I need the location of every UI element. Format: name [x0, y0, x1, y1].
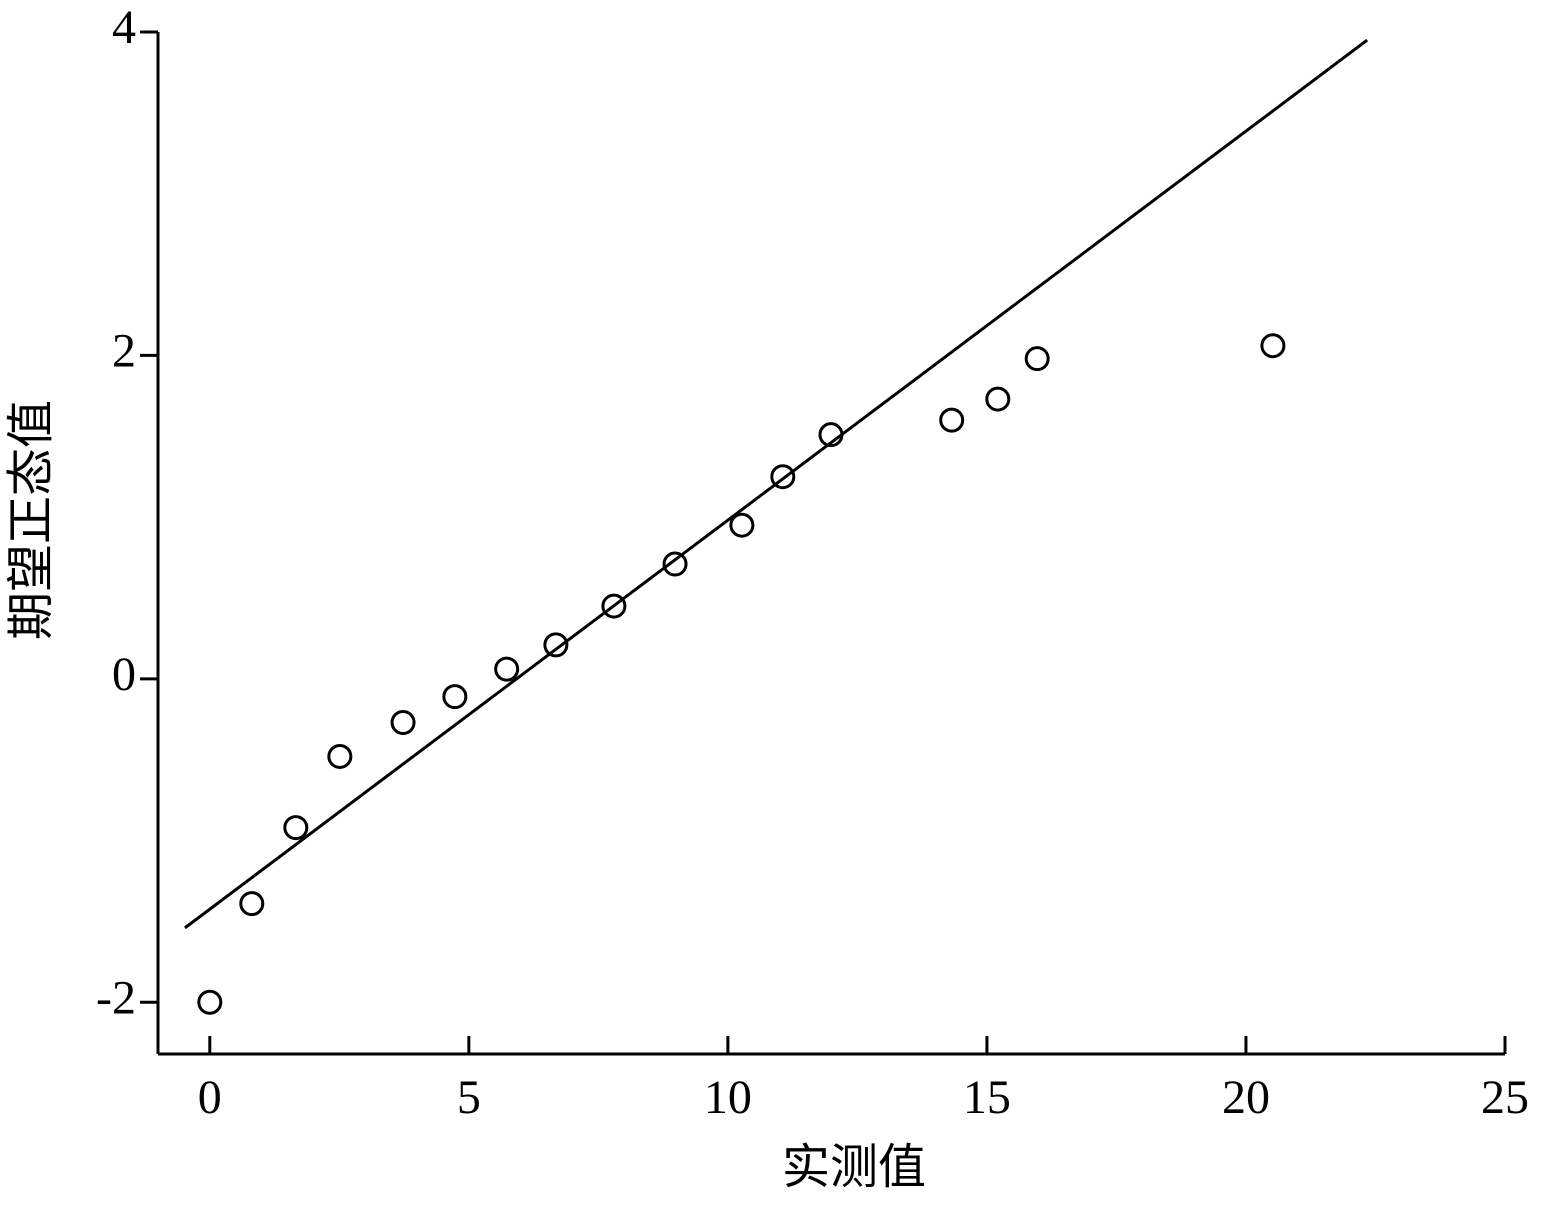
- data-point: [1260, 333, 1286, 359]
- data-point: [1024, 346, 1050, 372]
- data-point: [662, 551, 688, 577]
- data-point: [729, 512, 755, 538]
- y-tick-label: 0: [112, 648, 136, 701]
- data-point: [985, 386, 1011, 412]
- data-point: [939, 407, 965, 433]
- y-axis-label: 期望正态值: [5, 400, 58, 640]
- x-tick-label: 10: [704, 1071, 752, 1124]
- y-tick-label: 2: [112, 324, 136, 377]
- data-point: [197, 989, 223, 1015]
- x-tick-label: 5: [457, 1071, 481, 1124]
- x-tick-label: 15: [963, 1071, 1011, 1124]
- data-point: [442, 684, 468, 710]
- data-point: [390, 709, 416, 735]
- data-point: [494, 656, 520, 682]
- x-tick-label: 25: [1481, 1071, 1529, 1124]
- data-point: [601, 593, 627, 619]
- x-tick-label: 0: [198, 1071, 222, 1124]
- x-axis-label: 实测值: [782, 1141, 926, 1194]
- y-tick-label: 4: [112, 1, 136, 54]
- data-point: [327, 743, 353, 769]
- y-tick-label: -2: [96, 971, 136, 1024]
- data-point: [818, 422, 844, 448]
- data-point: [770, 464, 796, 490]
- data-point: [543, 632, 569, 658]
- data-point: [283, 815, 309, 841]
- x-tick-label: 20: [1222, 1071, 1270, 1124]
- data-point: [239, 891, 265, 917]
